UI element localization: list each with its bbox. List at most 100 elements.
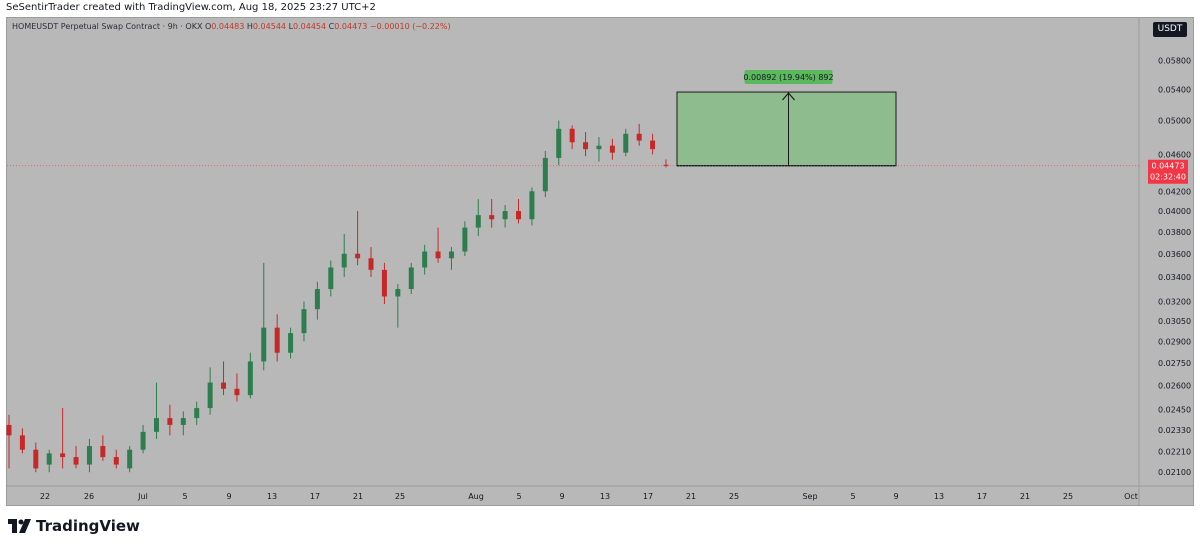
x-tick-label: 21: [353, 492, 363, 501]
y-tick-label: 0.03600: [1158, 250, 1191, 259]
candle-body: [314, 289, 320, 310]
y-tick-label: 0.04600: [1158, 150, 1191, 159]
candle-body: [207, 382, 213, 409]
x-tick-label: 26: [84, 492, 94, 501]
candle-body: [6, 424, 12, 436]
y-tick-label: 0.02210: [1158, 448, 1191, 457]
candle-body: [408, 267, 414, 290]
candle-body: [381, 269, 387, 297]
candle-body: [448, 251, 454, 259]
x-tick-label: Aug: [468, 492, 484, 501]
candle-body: [422, 251, 428, 268]
bar-countdown: 02:32:40: [1150, 173, 1186, 182]
candle-body: [489, 215, 495, 220]
candle-body: [556, 128, 562, 158]
x-tick-label: Oct: [1124, 492, 1138, 501]
low-value: 0.04454: [293, 22, 327, 31]
candle-body: [583, 142, 589, 150]
price-range-label: 0.00892 (19.94%) 892: [743, 73, 833, 82]
candle-body: [301, 309, 307, 334]
x-tick-label: 13: [600, 492, 610, 501]
x-tick-label: Jul: [137, 492, 148, 501]
x-tick-label: 9: [226, 492, 231, 501]
candle-body: [86, 446, 92, 465]
candle-body: [33, 449, 39, 469]
close-value: 0.04473: [334, 22, 368, 31]
last-price-value: 0.04473: [1151, 162, 1184, 171]
change-value: −0.00010 (−0.22%): [369, 22, 451, 31]
candle-body: [60, 453, 66, 458]
y-tick-label: 0.03400: [1158, 273, 1191, 282]
y-tick-label: 0.05800: [1158, 56, 1191, 65]
x-tick-label: 13: [267, 492, 277, 501]
y-tick-label: 0.03200: [1158, 297, 1191, 306]
currency-button[interactable]: USDT: [1153, 22, 1187, 37]
candle-body: [100, 446, 106, 458]
candle-body: [221, 382, 227, 389]
candle-body: [261, 327, 267, 362]
candle-body: [650, 140, 656, 150]
candle-body: [636, 133, 642, 141]
open-value: 0.04483: [211, 22, 245, 31]
candle-body: [46, 453, 52, 465]
x-tick-label: 25: [395, 492, 405, 501]
chart-credit: SeSentirTrader created with TradingView.…: [6, 2, 376, 13]
open-label: O: [204, 22, 212, 31]
y-tick-label: 0.05000: [1158, 117, 1191, 126]
candle-body: [140, 431, 146, 450]
y-tick-label: 0.02750: [1158, 359, 1191, 368]
y-tick-label: 0.02900: [1158, 337, 1191, 346]
candle-body: [569, 128, 575, 143]
candle-body: [247, 361, 253, 396]
symbol-title[interactable]: HOMEUSDT Perpetual Swap Contract · 9h · …: [12, 22, 203, 31]
candle-body: [341, 253, 347, 268]
y-tick-label: 0.02600: [1158, 382, 1191, 391]
y-tick-label: 0.02450: [1158, 406, 1191, 415]
price-range-box: [676, 91, 897, 167]
candle-body: [395, 289, 401, 297]
footer-brand: TradingView: [8, 514, 140, 538]
candle-body: [516, 211, 522, 220]
candle-body: [368, 258, 374, 270]
candle-body: [153, 418, 159, 432]
candle-body: [274, 327, 280, 353]
high-label: H: [246, 22, 253, 31]
y-tick-label: 0.04000: [1158, 207, 1191, 216]
x-tick-label: 25: [729, 492, 739, 501]
candle-body: [502, 211, 508, 220]
candle-body: [355, 253, 361, 259]
x-tick-label: 25: [1063, 492, 1073, 501]
y-tick-label: 0.02100: [1158, 468, 1191, 477]
candle-body: [596, 145, 602, 150]
candle-body: [127, 449, 133, 469]
candle-body: [194, 408, 200, 419]
x-tick-label: Sep: [802, 492, 817, 501]
candle-body: [19, 435, 25, 450]
candle-body: [462, 227, 468, 252]
price-range-arrow-head: [782, 92, 795, 101]
chart-frame[interactable]: [6, 17, 1194, 506]
x-tick-label: 21: [1020, 492, 1030, 501]
y-tick-label: 0.03050: [1158, 317, 1191, 326]
candle-body: [542, 157, 548, 192]
candle-body: [529, 191, 535, 220]
y-tick-label: 0.02330: [1158, 426, 1191, 435]
x-tick-label: 9: [893, 492, 898, 501]
candle-body: [73, 457, 79, 465]
candle-body: [328, 267, 334, 290]
y-tick-label: 0.03800: [1158, 228, 1191, 237]
tradingview-logo-icon: [8, 519, 31, 533]
x-tick-label: 5: [516, 492, 521, 501]
y-tick-label: 0.05400: [1158, 85, 1191, 94]
x-tick-label: 17: [643, 492, 653, 501]
x-tick-label: 21: [686, 492, 696, 501]
x-tick-label: 5: [850, 492, 855, 501]
brand-name: TradingView: [36, 517, 140, 535]
candle-body: [435, 251, 441, 259]
candle-body: [609, 145, 615, 153]
x-tick-label: 5: [182, 492, 187, 501]
candle-body: [234, 388, 240, 396]
x-tick-label: 9: [559, 492, 564, 501]
x-tick-label: 17: [977, 492, 987, 501]
